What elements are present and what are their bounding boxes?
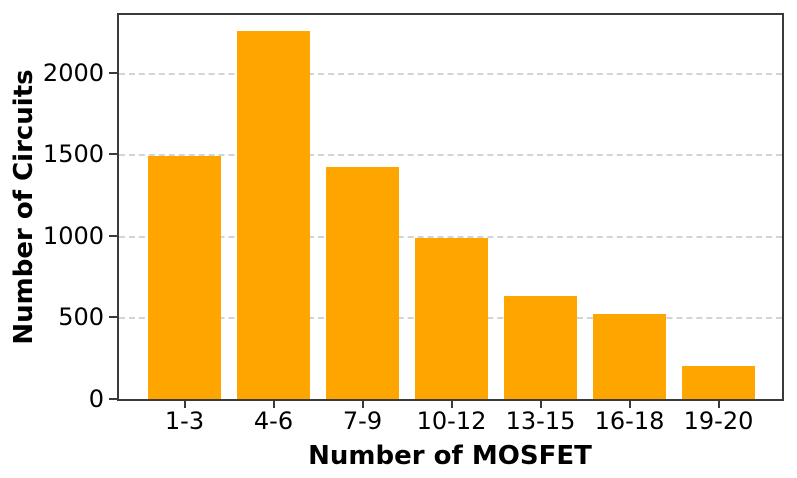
gridline: [119, 72, 782, 75]
y-tick-label: 2000: [42, 58, 104, 87]
x-tick-mark: [717, 401, 720, 408]
bar: [325, 167, 400, 399]
bar: [414, 237, 489, 399]
bar: [592, 314, 667, 399]
x-tick-label: 7-9: [342, 407, 383, 435]
gridline: [119, 235, 782, 238]
x-tick-label: 13-15: [505, 407, 576, 435]
y-tick-mark: [109, 316, 118, 319]
plot-area: [117, 13, 784, 401]
y-tick-label: 500: [58, 303, 104, 332]
y-tick-mark: [109, 398, 118, 400]
y-tick-mark: [109, 153, 118, 156]
x-tick-mark: [628, 401, 631, 408]
x-axis-label: Number of MOSFET: [308, 441, 592, 471]
x-tick-label: 1-3: [164, 407, 205, 435]
bar: [147, 156, 222, 399]
gridline: [119, 154, 782, 157]
bar: [236, 30, 311, 399]
y-axis-label: Number of Circuits: [9, 69, 39, 345]
x-tick-label: 10-12: [416, 407, 487, 435]
y-tick-label: 1500: [42, 140, 104, 169]
bar: [681, 365, 756, 399]
x-tick-mark: [361, 401, 364, 408]
y-tick-label: 0: [88, 385, 104, 413]
x-tick-label: 19-20: [683, 407, 754, 435]
x-tick-mark: [539, 401, 542, 408]
x-tick-label: 4-6: [253, 407, 294, 435]
x-tick-mark: [183, 401, 186, 408]
x-tick-mark: [272, 401, 275, 408]
x-tick-label: 16-18: [594, 407, 665, 435]
y-tick-label: 1000: [42, 221, 104, 250]
y-tick-mark: [109, 234, 118, 237]
bars-layer: [119, 15, 782, 399]
y-tick-mark: [109, 71, 118, 74]
bar: [503, 296, 578, 399]
x-tick-mark: [450, 401, 453, 408]
